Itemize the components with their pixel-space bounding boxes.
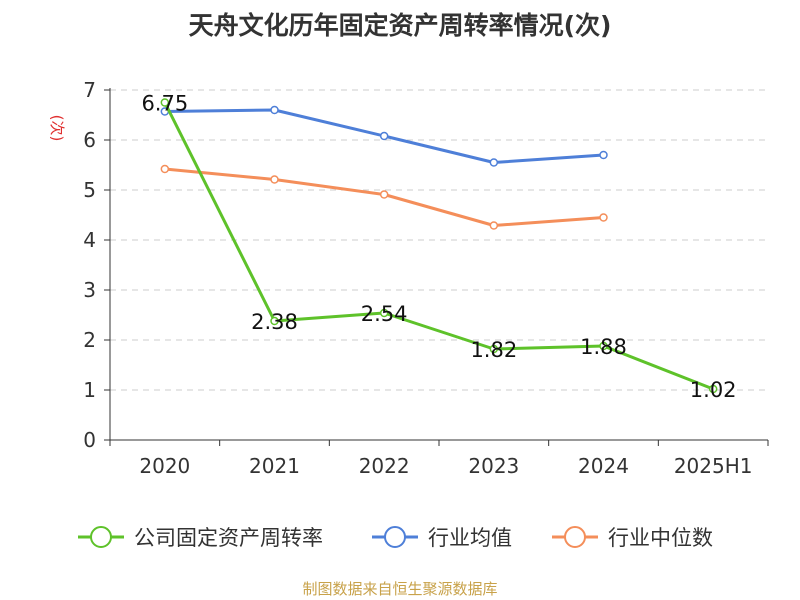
data-label: 2.54 xyxy=(361,302,408,326)
data-point xyxy=(160,98,170,107)
y-tick-label: 5 xyxy=(83,178,96,202)
source-note: 制图数据来自恒生聚源数据库 xyxy=(302,580,498,598)
y-tick-label: 3 xyxy=(83,278,96,302)
data-point xyxy=(379,308,389,318)
legend-swatch-marker xyxy=(384,526,406,548)
data-label: 2.38 xyxy=(251,310,298,334)
legend-label: 公司固定资产周转率 xyxy=(134,526,323,550)
x-tick-label: 2020 xyxy=(139,454,190,478)
legend-item: 行业中位数 xyxy=(552,526,713,550)
y-tick-label: 1 xyxy=(83,378,96,402)
chart-title: 天舟文化历年固定资产周转率情况(次) xyxy=(188,11,612,40)
x-tick-label: 2021 xyxy=(249,454,300,478)
data-point xyxy=(599,213,608,222)
series-line xyxy=(163,101,714,391)
legend-label: 行业均值 xyxy=(428,526,512,550)
data-point xyxy=(489,344,499,354)
legend: 公司固定资产周转率 行业均值 行业中位数 xyxy=(78,526,713,550)
data-label: 1.88 xyxy=(580,335,627,359)
data-label: 6.75 xyxy=(141,92,188,116)
y-tick-label: 0 xyxy=(83,428,96,452)
series-lines xyxy=(160,98,718,394)
data-point xyxy=(379,131,389,141)
legend-swatch-marker xyxy=(564,526,586,548)
data-point xyxy=(270,175,279,184)
data-point xyxy=(599,341,608,351)
legend-item: 公司固定资产周转率 xyxy=(78,526,323,550)
gridlines xyxy=(110,89,768,391)
data-point xyxy=(599,150,608,160)
y-axis-label: (次) xyxy=(48,115,66,142)
axes: 0 1 2 3 4 5 6 7 2020 2021 2022 2023 2024 2025H1 (次) xyxy=(48,78,769,478)
x-tick-label: 2024 xyxy=(578,454,629,478)
data-point xyxy=(270,316,279,326)
data-point xyxy=(160,164,170,174)
x-tick-label: 2023 xyxy=(468,454,519,478)
legend-label: 行业中位数 xyxy=(608,526,713,550)
data-point xyxy=(270,105,279,115)
x-tick-label: 2022 xyxy=(359,454,410,478)
y-tick-label: 2 xyxy=(83,328,96,352)
data-label: 1.82 xyxy=(470,338,517,362)
y-tick-label: 7 xyxy=(83,78,96,102)
y-tick-label: 4 xyxy=(83,228,96,252)
data-point xyxy=(708,384,718,394)
data-labels: 6.75 2.38 2.54 1.82 1.88 1.02 xyxy=(141,92,736,403)
data-point xyxy=(489,221,499,230)
data-point xyxy=(489,158,499,167)
legend-swatch-marker xyxy=(90,526,112,548)
x-tick-label: 2025H1 xyxy=(674,454,753,478)
legend-item: 行业均值 xyxy=(372,526,512,550)
data-label: 1.02 xyxy=(690,378,737,402)
y-tick-label: 6 xyxy=(83,128,96,152)
data-point xyxy=(379,190,389,199)
